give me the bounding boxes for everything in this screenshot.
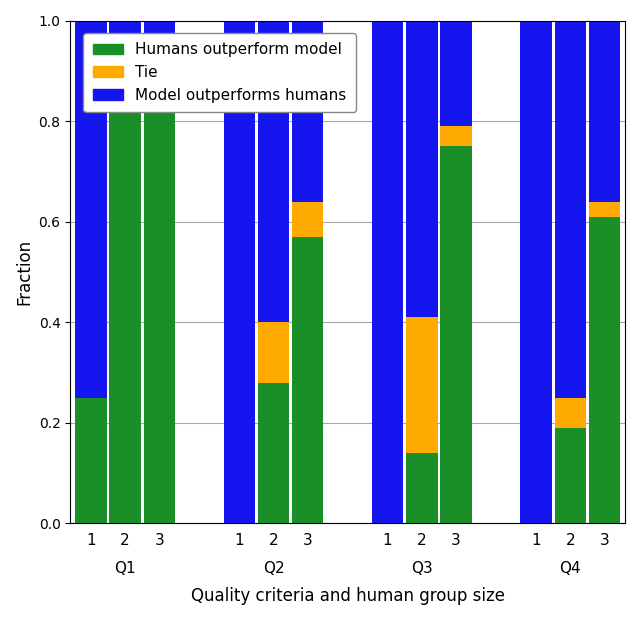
- Bar: [75, 20, 106, 397]
- Bar: [589, 202, 620, 216]
- Bar: [554, 20, 586, 397]
- X-axis label: Quality criteria and human group size: Quality criteria and human group size: [191, 587, 504, 605]
- Bar: [589, 216, 620, 523]
- Bar: [406, 317, 438, 453]
- Bar: [223, 20, 255, 523]
- Bar: [292, 20, 323, 202]
- Bar: [258, 322, 289, 383]
- Bar: [554, 397, 586, 428]
- Bar: [440, 126, 472, 146]
- Text: Q2: Q2: [262, 561, 284, 576]
- Bar: [292, 237, 323, 523]
- Text: Q4: Q4: [559, 561, 581, 576]
- Bar: [258, 20, 289, 322]
- Bar: [143, 20, 175, 41]
- Text: Q1: Q1: [115, 561, 136, 576]
- Bar: [406, 20, 438, 317]
- Bar: [143, 41, 175, 523]
- Bar: [292, 202, 323, 237]
- Bar: [554, 428, 586, 523]
- Y-axis label: Fraction: Fraction: [15, 239, 33, 305]
- Bar: [372, 20, 403, 523]
- Bar: [589, 20, 620, 202]
- Bar: [258, 383, 289, 523]
- Bar: [440, 146, 472, 523]
- Bar: [406, 453, 438, 523]
- Bar: [109, 41, 141, 523]
- Bar: [520, 20, 552, 523]
- Text: Q3: Q3: [411, 561, 433, 576]
- Legend: Humans outperform model, Tie, Model outperforms humans: Humans outperform model, Tie, Model outp…: [83, 33, 356, 112]
- Bar: [440, 20, 472, 126]
- Bar: [109, 20, 141, 41]
- Bar: [75, 397, 106, 523]
